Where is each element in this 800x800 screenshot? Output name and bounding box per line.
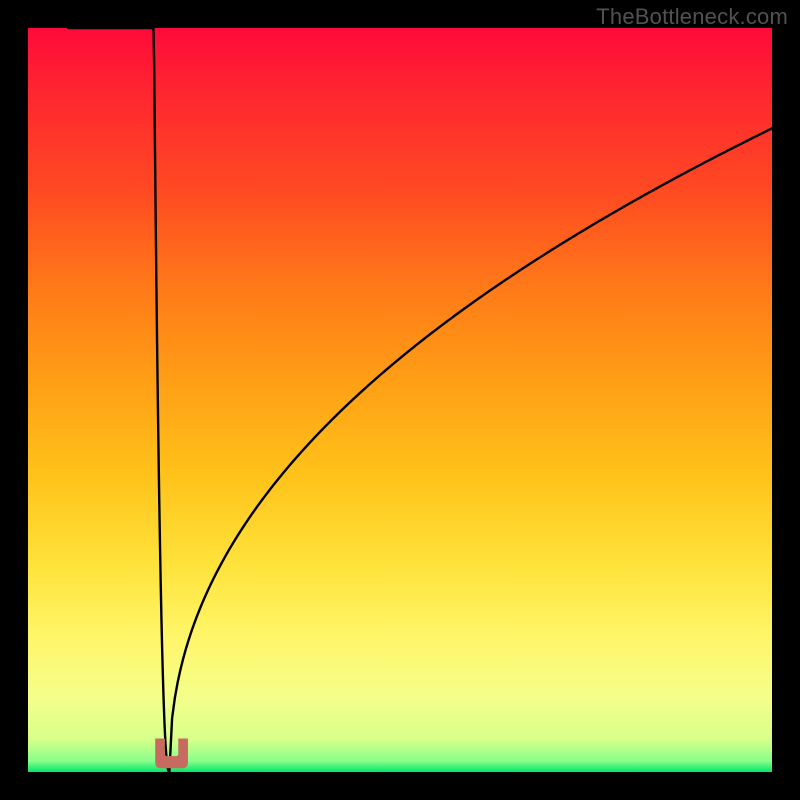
plot-svg (28, 28, 772, 772)
chart-frame: TheBottleneck.com (0, 0, 800, 800)
watermark-text: TheBottleneck.com (596, 4, 788, 30)
gradient-background (28, 28, 772, 772)
bottleneck-plot (28, 28, 772, 772)
